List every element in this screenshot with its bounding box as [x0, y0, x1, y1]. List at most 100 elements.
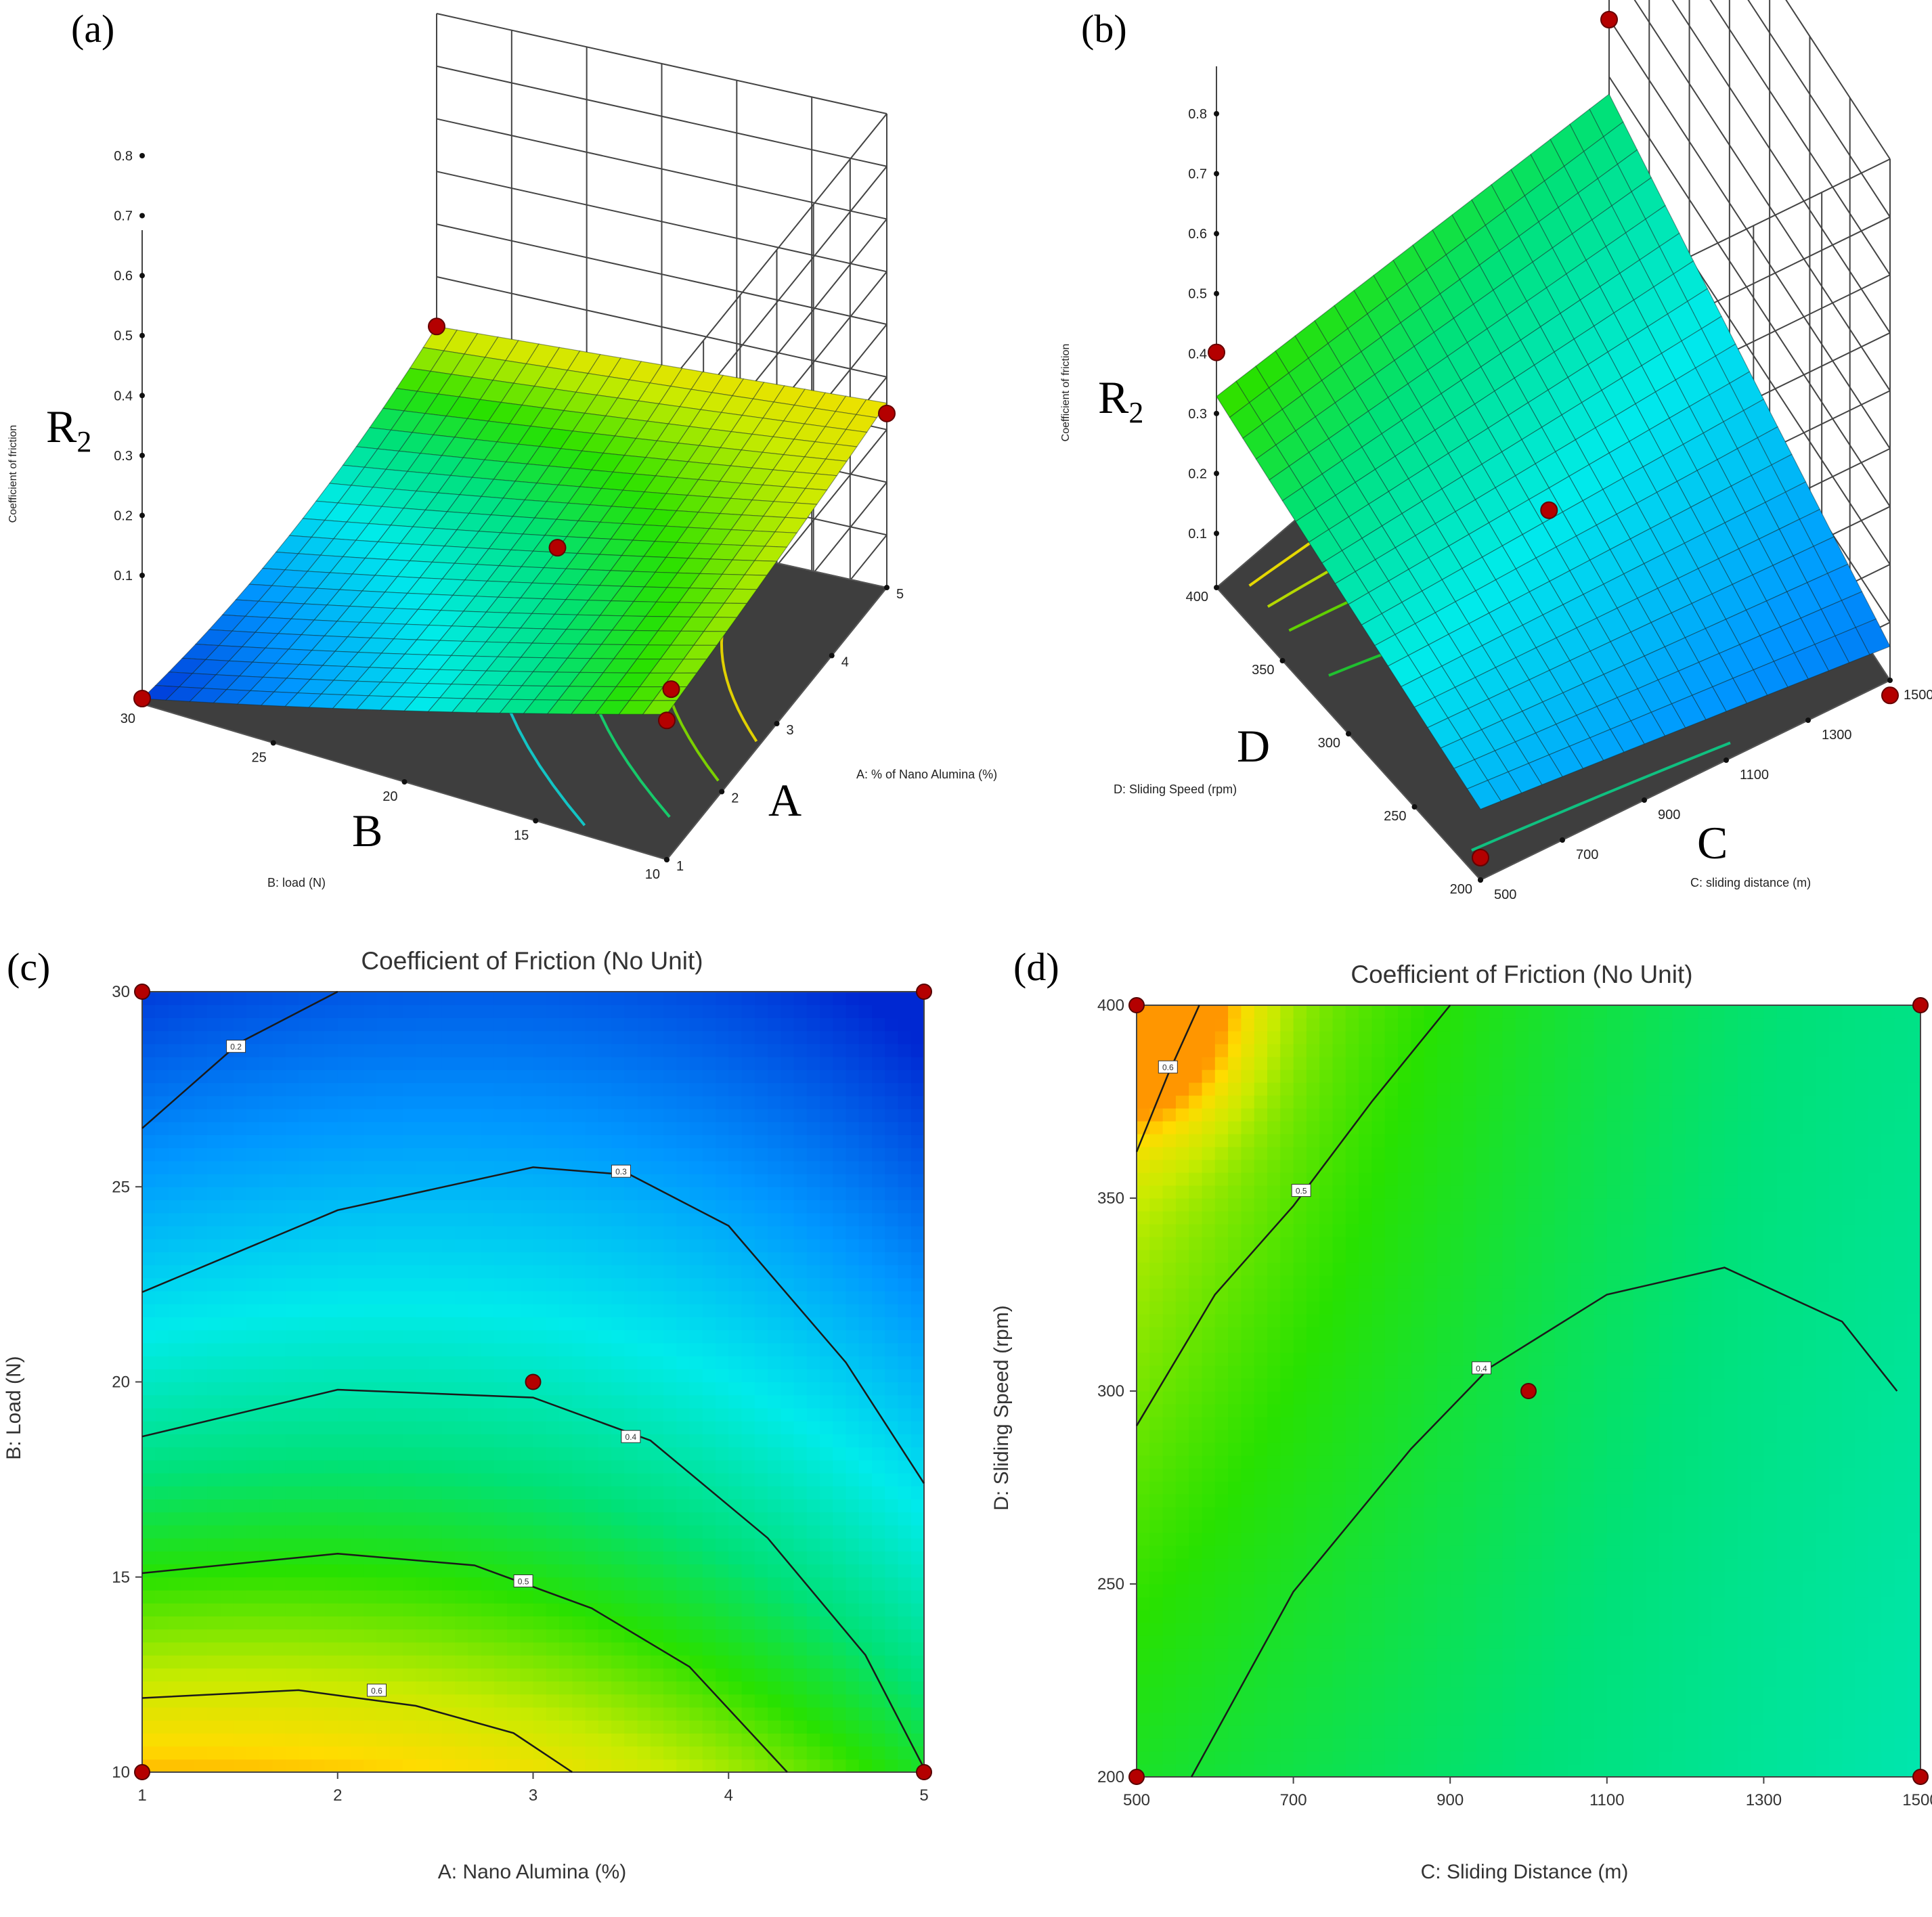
heatmap-cell: [768, 1290, 781, 1304]
heatmap-cell: [559, 1655, 573, 1669]
heatmap-cell: [285, 1082, 299, 1097]
heatmap-cell: [389, 1304, 403, 1318]
heatmap-cell: [1175, 1172, 1189, 1186]
heatmap-cell: [1137, 1378, 1150, 1392]
heatmap-cell: [507, 1603, 521, 1616]
heatmap-cell: [846, 1694, 860, 1708]
heatmap-cell: [768, 1277, 781, 1292]
heatmap-cell: [533, 1447, 547, 1461]
heatmap-cell: [637, 1030, 651, 1044]
heatmap-cell: [533, 1252, 547, 1266]
heatmap-cell: [1175, 1237, 1189, 1250]
heatmap-cell: [481, 1122, 495, 1135]
heatmap-cell: [207, 1706, 221, 1721]
heatmap-cell: [885, 1551, 899, 1565]
heatmap-cell: [676, 1694, 690, 1708]
heatmap-cell: [220, 1681, 234, 1695]
heatmap-cell: [585, 1512, 599, 1526]
heatmap-cell: [754, 1225, 768, 1239]
heatmap-cell: [324, 1759, 338, 1773]
heatmap-cell: [468, 1733, 482, 1747]
heatmap-cell: [376, 1499, 391, 1513]
heatmap-cell: [910, 1421, 925, 1434]
heatmap-cell: [1137, 1288, 1150, 1302]
heatmap-cell: [624, 1122, 638, 1135]
heatmap-cell: [898, 1082, 912, 1097]
heatmap-cell: [337, 1641, 351, 1656]
heatmap-cell: [246, 1108, 260, 1122]
heatmap-cell: [1189, 1648, 1203, 1662]
heatmap-cell: [155, 1082, 169, 1097]
heatmap-cell: [689, 1655, 703, 1669]
x-big-label-a: A: [768, 774, 802, 826]
heatmap-cell: [559, 1252, 573, 1266]
heatmap-cell: [351, 1160, 364, 1174]
heatmap-cell: [1175, 1082, 1189, 1096]
heatmap-cell: [716, 1655, 729, 1669]
heatmap-cell: [507, 1057, 521, 1070]
heatmap-cell: [898, 1499, 912, 1513]
heatmap-cell: [181, 1147, 195, 1162]
heatmap-cell: [676, 1095, 690, 1109]
heatmap-cell: [546, 1447, 560, 1461]
heatmap-cell: [1137, 1700, 1150, 1713]
heatmap-cell: [872, 1421, 885, 1434]
heatmap-cell: [585, 992, 599, 1005]
heatmap-cell: [272, 1616, 286, 1630]
heatmap-cell: [833, 1421, 847, 1434]
heatmap-cell: [728, 1252, 743, 1266]
heatmap-cell: [611, 1342, 625, 1357]
heatmap-cell: [299, 1290, 312, 1304]
heatmap-cell: [806, 1304, 820, 1318]
heatmap-cell: [1175, 1468, 1189, 1482]
heatmap-cell: [533, 1589, 547, 1604]
heatmap-cell: [311, 1641, 326, 1656]
heatmap-cell: [142, 1252, 156, 1266]
heatmap-cell: [351, 1043, 364, 1057]
heatmap-cell: [598, 1174, 612, 1187]
heatmap-cell: [142, 1160, 156, 1174]
heatmap-cell: [1137, 1751, 1150, 1765]
heatmap-cell: [598, 1499, 612, 1513]
heatmap-cell: [364, 1759, 378, 1773]
heatmap-cell: [207, 1043, 221, 1057]
heatmap-cell: [716, 1382, 729, 1396]
heatmap-cell: [429, 1759, 443, 1773]
heatmap-cell: [168, 1134, 182, 1149]
heatmap-cell: [416, 1108, 430, 1122]
heatmap-cell: [194, 1447, 208, 1461]
heatmap-cell: [1162, 1160, 1177, 1173]
heatmap-cell: [259, 1304, 273, 1318]
heatmap-cell: [559, 1459, 573, 1474]
heatmap-cell: [441, 1746, 456, 1760]
heatmap-cell: [885, 1134, 899, 1149]
heatmap-cell: [207, 1589, 221, 1604]
heatmap-cell: [754, 1512, 768, 1526]
heatmap-cell: [598, 1369, 612, 1383]
heatmap-cell: [559, 1681, 573, 1695]
heatmap-cell: [689, 1356, 703, 1369]
heatmap-cell: [846, 1017, 860, 1032]
heatmap-cell: [754, 1317, 768, 1331]
heatmap-cell: [324, 1564, 338, 1578]
heatmap-cell: [507, 1030, 521, 1044]
heatmap-cell: [833, 1394, 847, 1409]
heatmap-cell: [806, 1264, 820, 1279]
heatmap-cell: [272, 1447, 286, 1461]
heatmap-cell: [364, 1239, 378, 1252]
heatmap-cell: [299, 1421, 312, 1434]
heatmap-cell: [493, 1108, 508, 1122]
heatmap-cell: [611, 1147, 625, 1162]
heatmap-cell: [637, 1447, 651, 1461]
heatmap-cell: [585, 1564, 599, 1578]
heatmap-cell: [416, 1212, 430, 1227]
heatmap-cell: [311, 1369, 326, 1383]
heatmap-cell: [272, 1329, 286, 1344]
heatmap-cell: [650, 1239, 664, 1252]
heatmap-cell: [637, 1095, 651, 1109]
heatmap-cell: [702, 1421, 716, 1434]
heatmap-cell: [468, 1304, 482, 1318]
heatmap-cell: [324, 1473, 338, 1486]
heatmap-cell: [311, 1057, 326, 1070]
heatmap-cell: [650, 1394, 664, 1409]
